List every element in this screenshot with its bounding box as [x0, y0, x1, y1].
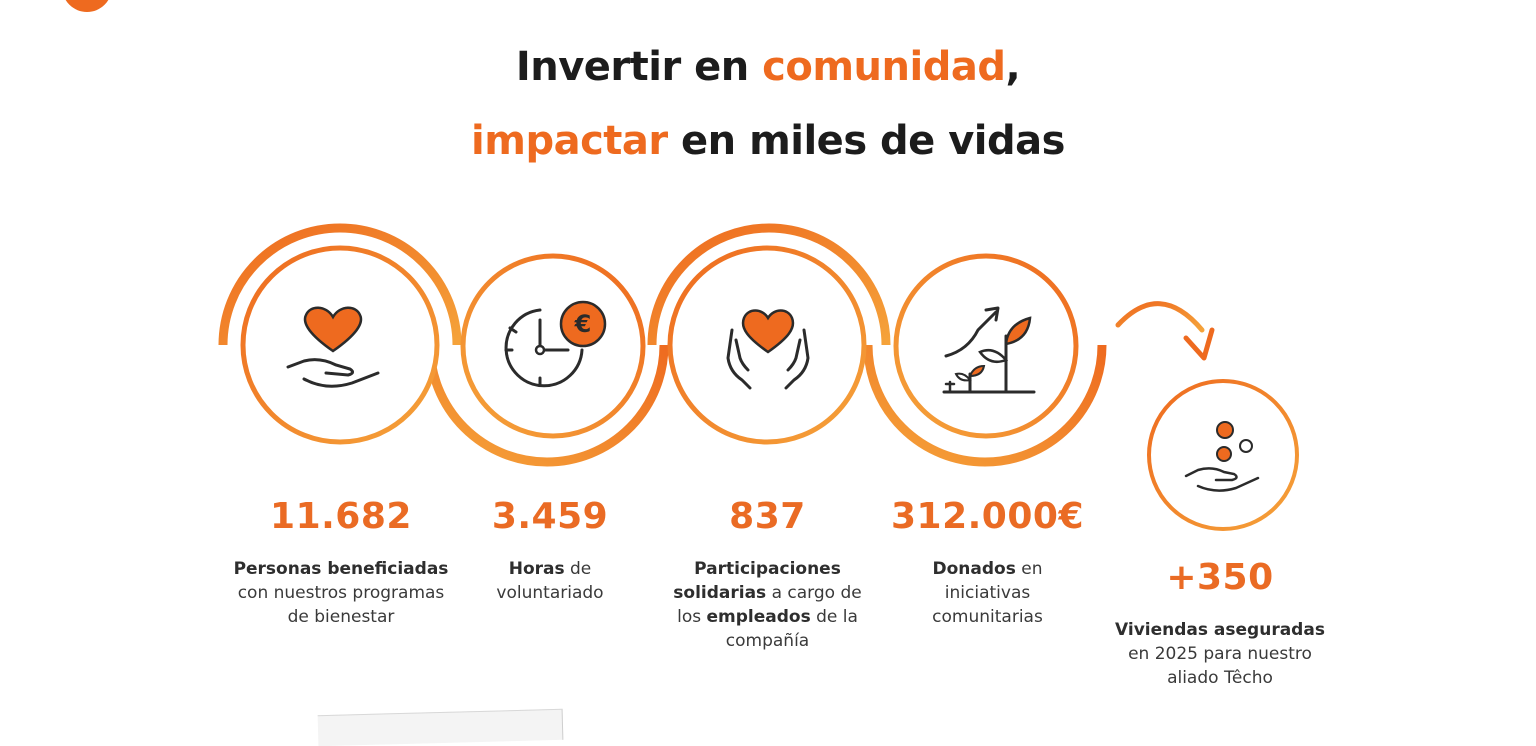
title-accent-text: comunidad	[762, 44, 1006, 90]
stat-description: Donados en iniciativas comunitarias	[880, 557, 1095, 629]
stat-desc-text: iniciativas	[944, 583, 1031, 603]
stat-desc-text: compañía	[725, 631, 810, 651]
stat-homes-insured: +350 Viviendas aseguradas en 2025 para nu…	[1100, 556, 1340, 690]
title-accent-text: impactar	[471, 118, 668, 164]
title-text: Invertir en	[515, 44, 763, 90]
stat-beneficiaries: 11.682 Personas beneficiadas con nuestros…	[210, 495, 472, 629]
stat-desc-text: con nuestros programas	[237, 583, 445, 603]
stat-value: 312.000€	[890, 496, 1085, 537]
stat-desc-text: en 2025 para nuestro	[1128, 644, 1312, 664]
title-line-1: Invertir en comunidad,	[0, 30, 1536, 104]
stat-desc-text: en	[1015, 559, 1043, 579]
outer-arc-4	[863, 344, 1107, 467]
stat-desc-bold: empleados	[706, 607, 811, 627]
outer-arc-1	[218, 223, 462, 346]
stat-desc-text: de bienestar	[287, 607, 395, 627]
growing-plants-icon	[942, 306, 1036, 394]
stat-desc-text: a cargo de	[766, 583, 862, 603]
stat-desc-text: los	[677, 607, 707, 627]
stat-desc-bold: Horas	[508, 559, 565, 579]
page-title: Invertir en comunidad, impactar en miles…	[0, 30, 1536, 178]
stat-desc-bold: Personas beneficiadas	[233, 559, 449, 579]
coins-in-hand-icon	[1184, 421, 1260, 492]
stat-desc-bold: solidarias	[673, 583, 767, 603]
stat-desc-bold: Donados	[932, 559, 1016, 579]
title-text: en miles de vidas	[667, 118, 1065, 164]
stat-description: Horas de voluntariado	[440, 557, 660, 605]
stat-volunteer-hours: 3.459 Horas de voluntariado	[440, 495, 660, 605]
stat-desc-text: comunitarias	[932, 607, 1043, 627]
heart-in-hand-icon	[286, 306, 380, 388]
stat-description: Personas beneficiadas con nuestros progra…	[210, 557, 472, 629]
curved-arrow	[1115, 301, 1205, 333]
stat-desc-bold: Viviendas aseguradas	[1115, 620, 1325, 640]
stat-desc-text: de la	[810, 607, 858, 627]
ring-2	[460, 253, 646, 439]
stat-desc-text: voluntariado	[496, 583, 604, 603]
stat-desc-text: aliado Têcho	[1167, 668, 1273, 688]
svg-text:€: €	[574, 310, 592, 338]
stat-donations: 312.000€ Donados en iniciativas comunitari…	[880, 495, 1095, 629]
stat-desc-text: de	[564, 559, 592, 579]
stat-value: 837	[729, 496, 806, 537]
ring-chain-decoration	[218, 223, 1299, 531]
stat-participations: 837 Participaciones solidarias a cargo de…	[655, 495, 880, 653]
stat-description: Participaciones solidarias a cargo de los …	[655, 557, 880, 653]
stat-desc-bold: Participaciones	[694, 559, 841, 579]
outer-arc-2	[425, 344, 669, 467]
arrow-head	[1183, 327, 1215, 361]
outer-arc-3	[647, 223, 891, 346]
bottom-card-edge	[317, 708, 564, 746]
stat-value: +350	[1166, 557, 1274, 598]
stat-value: 3.459	[491, 496, 609, 537]
stat-description: Viviendas aseguradas en 2025 para nuestro…	[1100, 618, 1340, 690]
clock-euro-icon: €	[504, 300, 607, 388]
title-line-2: impactar en miles de vidas	[0, 104, 1536, 178]
stat-value: 11.682	[270, 496, 412, 537]
heart-between-hands-icon	[726, 309, 810, 390]
title-text: ,	[1005, 44, 1021, 90]
